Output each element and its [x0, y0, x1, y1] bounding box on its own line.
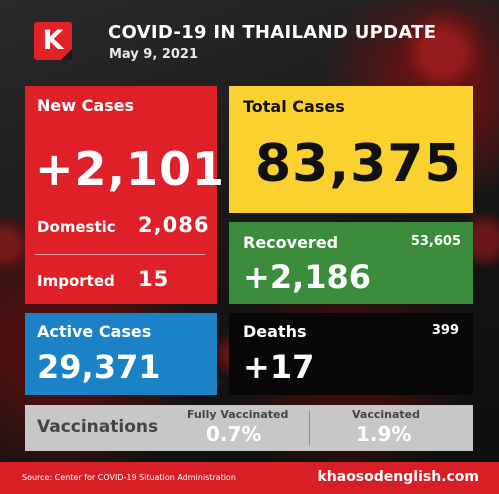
active-cases-card: Active Cases 29,371	[25, 313, 217, 395]
deaths-card: Deaths 399 +17	[229, 313, 473, 395]
new-cases-label: New Cases	[37, 96, 135, 115]
domestic-value: 2,086	[138, 213, 210, 237]
vaccinated-value: 1.9%	[356, 422, 412, 446]
total-cases-value: 83,375	[255, 134, 462, 194]
update-date: May 9, 2021	[109, 47, 199, 62]
vaccinated-label: Vaccinated	[352, 408, 420, 421]
divider	[35, 254, 205, 255]
deaths-total: 399	[431, 323, 459, 338]
imported-label: Imported	[37, 272, 115, 290]
imported-value: 15	[138, 267, 170, 291]
total-cases-label: Total Cases	[243, 97, 345, 116]
fully-vaccinated-label: Fully Vaccinated	[187, 408, 289, 421]
recovered-total: 53,605	[410, 234, 461, 249]
total-cases-card: Total Cases 83,375	[229, 86, 473, 213]
fully-vaccinated-value: 0.7%	[206, 422, 262, 446]
recovered-value: +2,186	[243, 258, 372, 296]
khaosod-logo: K	[34, 22, 72, 60]
recovered-card: Recovered 53,605 +2,186	[229, 222, 473, 304]
site-link[interactable]: khaosodenglish.com	[317, 469, 479, 485]
source-credit: Source: Center for COVID-19 Situation Ad…	[22, 473, 236, 482]
logo-letter: K	[42, 25, 64, 56]
active-cases-label: Active Cases	[37, 322, 152, 341]
virus-decoration	[395, 5, 490, 100]
page-title: COVID-19 IN THAILAND UPDATE	[108, 22, 437, 43]
deaths-value: +17	[243, 348, 315, 386]
recovered-label: Recovered	[243, 233, 339, 252]
new-cases-value: +2,101	[35, 142, 226, 196]
vaccinations-label: Vaccinations	[37, 417, 159, 437]
active-cases-value: 29,371	[37, 348, 161, 386]
vaccinations-card: Vaccinations Fully Vaccinated 0.7% Vacci…	[25, 405, 473, 451]
domestic-label: Domestic	[37, 218, 116, 236]
footer-bar: Source: Center for COVID-19 Situation Ad…	[0, 462, 499, 494]
deaths-label: Deaths	[243, 322, 307, 341]
divider	[309, 411, 310, 445]
new-cases-card: New Cases +2,101 Domestic 2,086 Imported…	[25, 86, 224, 304]
logo-notch	[61, 49, 72, 60]
